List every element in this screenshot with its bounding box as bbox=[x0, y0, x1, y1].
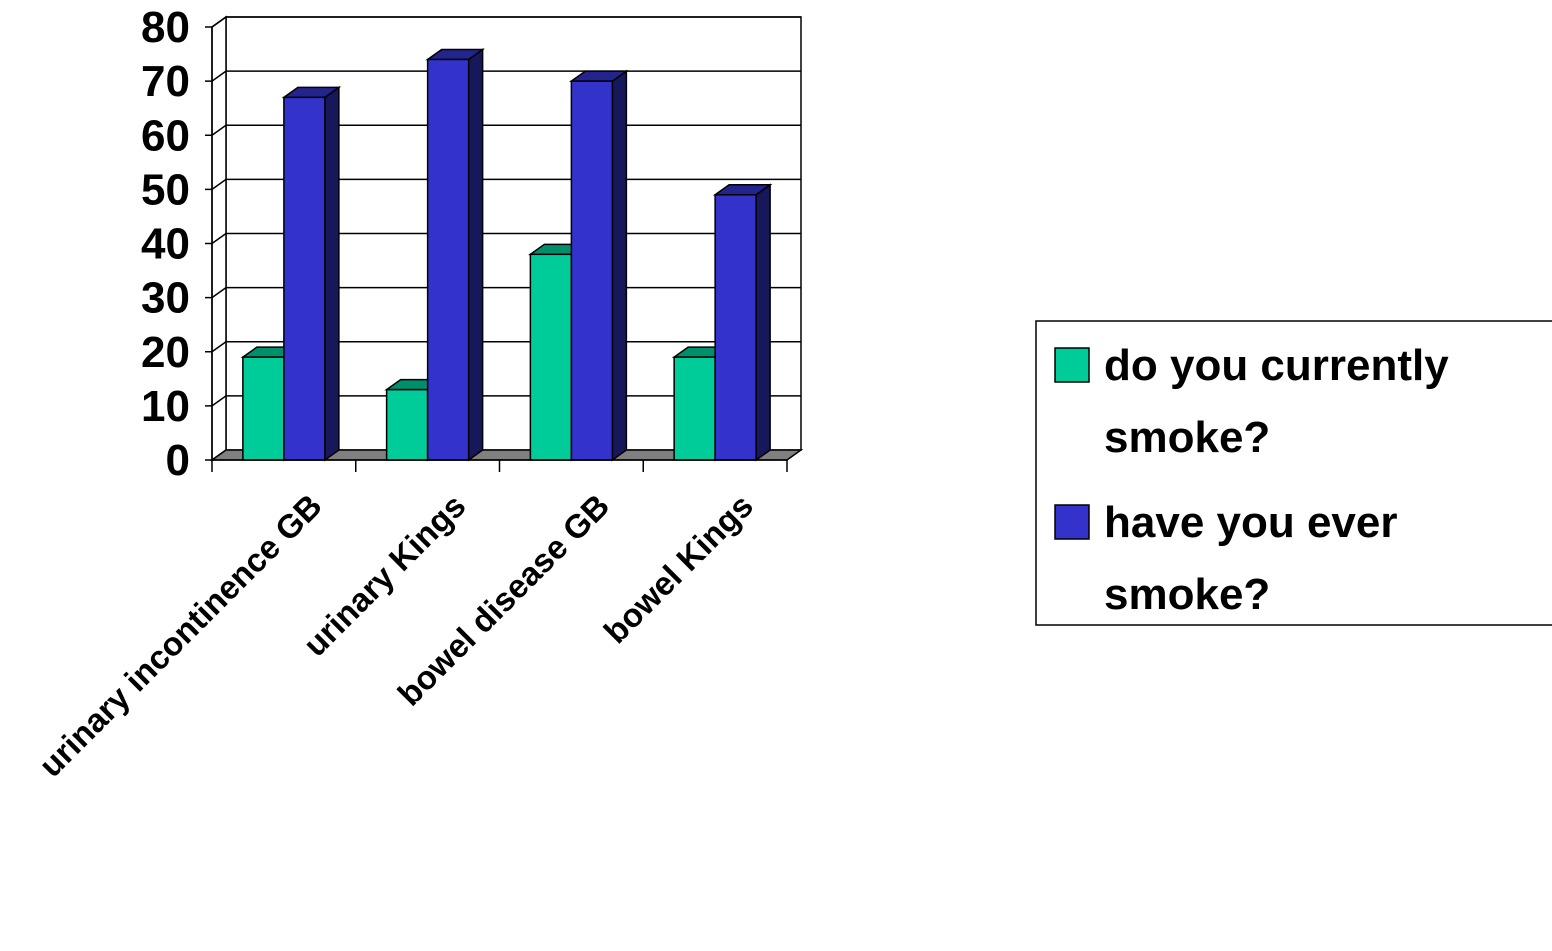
bars bbox=[240, 48, 773, 462]
y-tick-label: 40 bbox=[141, 220, 190, 269]
bar-side bbox=[467, 48, 484, 462]
bar-front bbox=[426, 58, 470, 461]
gridline-side bbox=[211, 178, 227, 190]
gridline-side bbox=[211, 70, 227, 82]
gridline-side bbox=[211, 16, 227, 28]
y-tick-label: 0 bbox=[166, 436, 190, 485]
bar bbox=[425, 48, 485, 462]
y-tick-label: 30 bbox=[141, 274, 190, 323]
bar bbox=[281, 85, 342, 462]
y-tick-label: 70 bbox=[141, 57, 190, 106]
legend-label: have you ever bbox=[1104, 498, 1398, 547]
bar-front bbox=[242, 356, 285, 461]
gridline-side bbox=[211, 124, 227, 136]
y-tick-label: 10 bbox=[141, 382, 190, 431]
bar-front bbox=[570, 80, 614, 461]
legend-box bbox=[1035, 320, 1552, 626]
bar bbox=[712, 183, 773, 462]
legend-swatch bbox=[1054, 504, 1090, 540]
x-tick-label: urinary incontinence GB bbox=[32, 487, 329, 784]
bar-front bbox=[714, 194, 757, 461]
gridline-side bbox=[211, 341, 227, 353]
bar-front bbox=[385, 388, 429, 461]
legend-swatch bbox=[1054, 347, 1090, 383]
y-tick-label: 60 bbox=[141, 111, 190, 160]
legend-label: smoke? bbox=[1104, 413, 1270, 462]
y-tick-label: 20 bbox=[141, 328, 190, 377]
x-tick-label: bowel Kings bbox=[596, 487, 760, 651]
y-axis: 0 10 20 30 40 50 60 70 80 bbox=[141, 3, 213, 485]
legend: do you currently smoke? have you ever smoke… bbox=[1035, 320, 1552, 626]
bar-side bbox=[755, 183, 771, 462]
gridline-side bbox=[211, 395, 227, 407]
bar bbox=[569, 69, 629, 462]
legend-label: do you currently bbox=[1104, 341, 1449, 390]
y-tick-label: 50 bbox=[141, 165, 190, 214]
gridline-side bbox=[211, 232, 227, 245]
legend-label: smoke? bbox=[1104, 570, 1270, 619]
bar-front bbox=[673, 356, 716, 461]
bar-side bbox=[324, 85, 340, 462]
y-tick-label: 80 bbox=[141, 3, 190, 52]
bar-front bbox=[283, 96, 326, 461]
bar-front bbox=[529, 253, 573, 461]
gridline-side bbox=[211, 287, 227, 299]
bar-side bbox=[611, 69, 628, 462]
